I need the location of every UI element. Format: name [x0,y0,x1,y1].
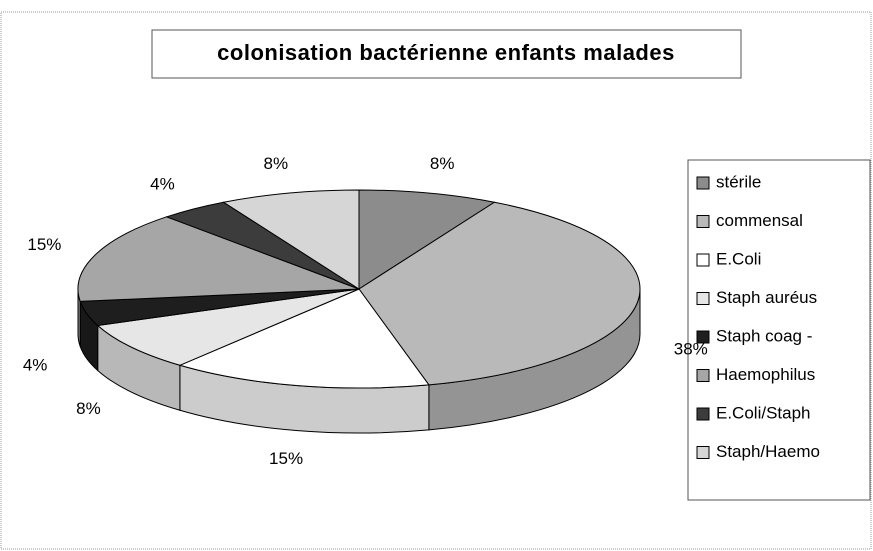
legend-swatch [696,407,710,421]
legend-label: commensal [716,211,803,230]
legend-label: Staph coag - [716,326,812,345]
legend-label: Staph/Haemo [716,442,820,461]
data-label: 38% [674,340,708,359]
legend-label: Haemophilus [716,365,815,384]
legend-label: E.Coli [716,249,761,268]
legend-swatch [696,292,710,305]
pie-sides [77,288,641,434]
pie-slice [358,189,496,290]
legend-swatch [696,369,710,382]
data-label: 8% [430,154,455,173]
legend-label: E.Coli/Staph [716,403,811,422]
legend-box [687,159,871,501]
data-label: 4% [23,355,48,374]
data-label: 4% [150,174,175,193]
title-box [151,29,742,79]
legend-label: Staph auréus [716,288,817,307]
data-label: 8% [76,399,101,418]
pie-slice [178,288,430,389]
legend-swatch [696,330,710,344]
legend-swatch [696,253,710,267]
legend-label: stérile [716,172,761,191]
pie-slice [358,201,641,386]
pie-slice [96,288,360,366]
data-label: 15% [269,449,303,468]
pie-slice [77,216,360,302]
legend-swatch [696,176,710,190]
data-label: 8% [264,154,289,173]
pie-tops [77,189,641,389]
legend-swatch [696,446,710,459]
legend-swatch [696,215,710,228]
pie-slice [222,189,360,290]
data-label: 15% [27,235,61,254]
chart-title: colonisation bactérienne enfants malades [217,40,675,65]
